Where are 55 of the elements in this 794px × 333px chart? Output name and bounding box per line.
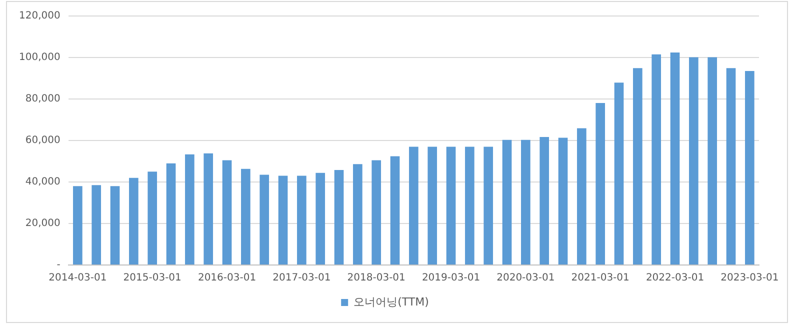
bar	[222, 160, 232, 264]
legend-label: 오너어닝(TTM)	[354, 295, 429, 308]
bar	[446, 146, 456, 264]
bar	[110, 186, 120, 264]
bar	[521, 140, 530, 264]
bar	[502, 140, 512, 264]
bar	[129, 178, 138, 264]
bar	[204, 153, 214, 264]
bar	[633, 68, 642, 264]
bar	[260, 174, 270, 264]
y-tick-label: 80,000	[25, 94, 60, 105]
bar	[465, 146, 474, 264]
bar	[390, 156, 400, 264]
y-tick-label: 20,000	[25, 218, 60, 230]
bar	[409, 146, 418, 264]
bar	[316, 172, 326, 264]
bar	[297, 176, 306, 264]
bar	[614, 82, 624, 264]
y-tick-label: 40,000	[25, 176, 60, 188]
x-tick-label: 2016-03-01	[198, 272, 256, 284]
bar	[73, 186, 82, 264]
bar	[540, 136, 550, 264]
x-tick-label: 2021-03-01	[571, 272, 630, 284]
y-tick-label: 60,000	[25, 135, 60, 146]
bar	[166, 163, 176, 264]
bar	[670, 52, 680, 264]
bar	[484, 146, 494, 264]
x-tick-label: 2015-03-01	[123, 272, 182, 284]
bar	[726, 68, 736, 264]
bar	[148, 172, 158, 264]
x-tick-label: 2014-03-01	[48, 272, 107, 284]
bar	[334, 170, 344, 264]
bar	[428, 146, 438, 264]
bar	[278, 176, 288, 264]
bar	[558, 138, 568, 264]
bar	[372, 160, 382, 264]
y-tick-label: 120,000	[18, 10, 60, 22]
x-tick-label: 2019-03-01	[422, 272, 480, 284]
x-tick-label: 2017-03-01	[272, 272, 331, 284]
bar	[577, 128, 586, 264]
x-tick-label: 2023-03-01	[720, 272, 779, 284]
bar	[652, 54, 662, 264]
x-tick-label: 2022-03-01	[646, 272, 704, 284]
bar	[689, 57, 698, 264]
bar	[708, 57, 717, 264]
bar	[241, 168, 250, 264]
bar	[596, 102, 606, 264]
bar	[745, 70, 754, 264]
x-tick-label: 2020-03-01	[496, 272, 555, 284]
bar	[353, 164, 362, 264]
y-tick-label: -	[56, 260, 61, 271]
bar	[185, 154, 194, 264]
y-tick-label: 100,000	[18, 52, 60, 64]
bar	[92, 185, 102, 264]
x-tick-label: 2018-03-01	[347, 272, 406, 284]
